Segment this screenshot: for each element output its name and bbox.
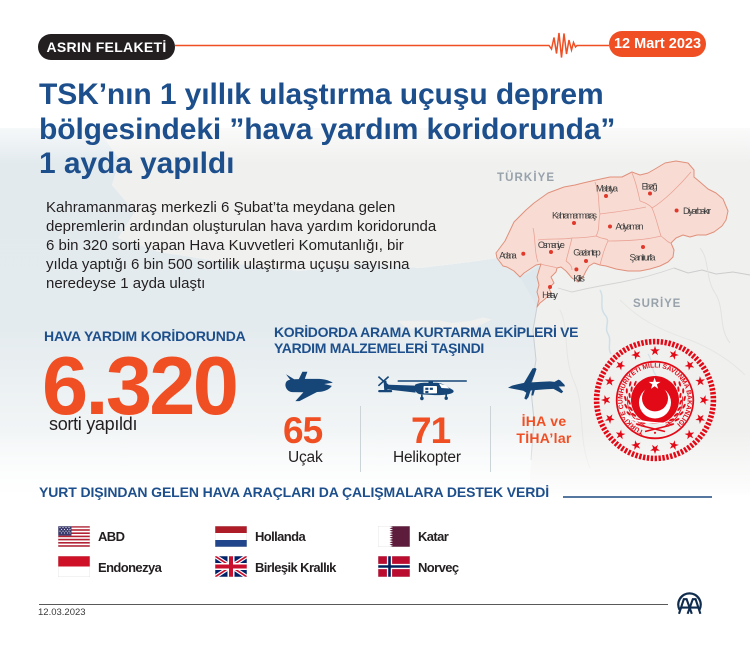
svg-text:Osmaniye: Osmaniye	[538, 240, 565, 250]
svg-text:Elazığ: Elazığ	[642, 182, 658, 192]
svg-text:TÜRKİYE: TÜRKİYE	[497, 171, 555, 184]
svg-text:Diyarbakır: Diyarbakır	[683, 206, 711, 216]
svg-text:Malatya: Malatya	[596, 184, 619, 194]
svg-text:Kahramanmaraş: Kahramanmaraş	[552, 211, 597, 221]
svg-text:Adana: Adana	[499, 250, 517, 260]
svg-text:Hatay: Hatay	[542, 290, 558, 300]
svg-text:Gaziantep: Gaziantep	[573, 248, 600, 258]
svg-text:Adıyaman: Adıyaman	[616, 222, 644, 232]
svg-text:Kilis: Kilis	[573, 273, 585, 283]
svg-text:SURİYE: SURİYE	[633, 297, 681, 310]
svg-text:Şanlıurfa: Şanlıurfa	[630, 253, 657, 263]
